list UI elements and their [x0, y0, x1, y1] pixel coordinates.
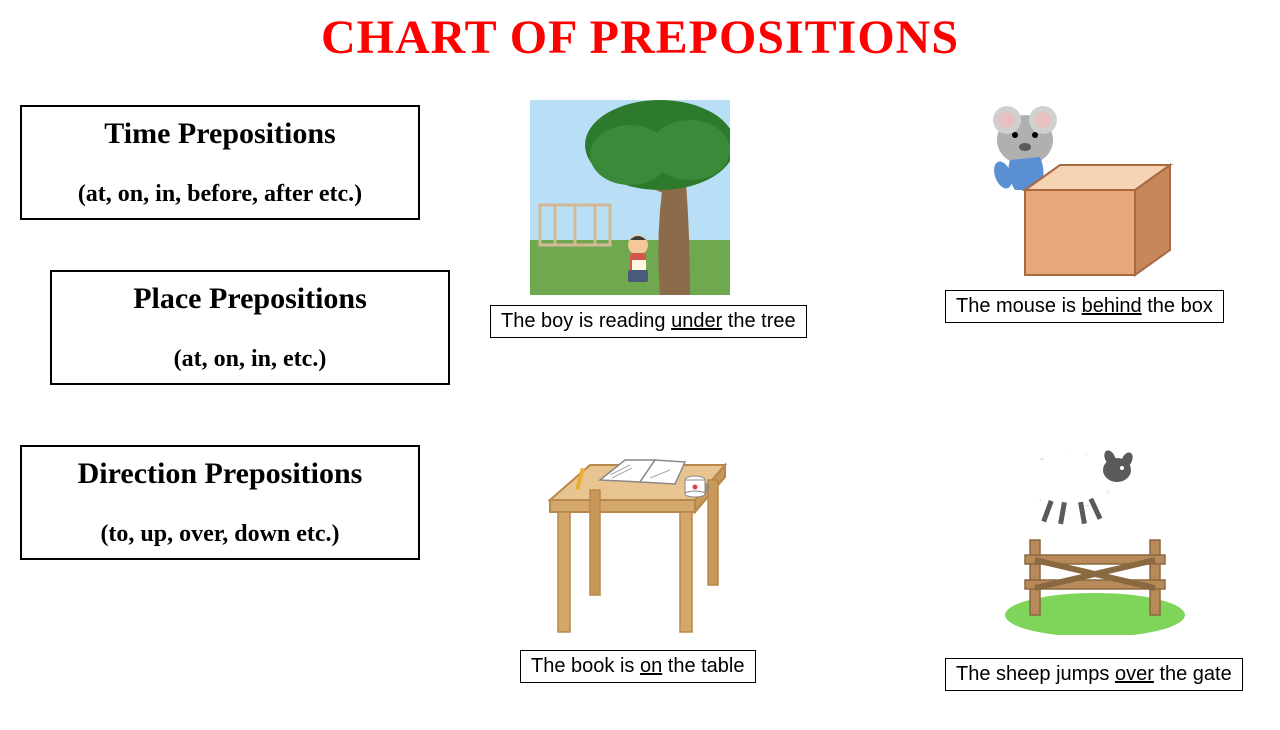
illustration-sheep-over-gate [975, 430, 1195, 635]
illustration-boy-under-tree [530, 100, 730, 295]
caption-text: the gate [1154, 663, 1232, 685]
category-box-place: Place Prepositions (at, on, in, etc.) [50, 270, 450, 385]
category-box-direction: Direction Prepositions (to, up, over, do… [20, 445, 420, 560]
category-heading-place: Place Prepositions [64, 282, 436, 316]
caption-text: The mouse is [956, 295, 1082, 317]
caption-text: the box [1142, 295, 1213, 317]
caption-preposition: under [671, 310, 722, 332]
caption-mouse-behind-box: The mouse is behind the box [945, 290, 1224, 323]
category-heading-time: Time Prepositions [34, 117, 406, 151]
illustration-mouse-behind-box [965, 95, 1175, 280]
caption-text: The sheep jumps [956, 663, 1115, 685]
caption-sheep-over-gate: The sheep jumps over the gate [945, 658, 1243, 691]
caption-preposition: behind [1082, 295, 1142, 317]
caption-text: The boy is reading [501, 310, 671, 332]
page-title: CHART OF PREPOSITIONS [0, 10, 1280, 65]
caption-boy-under-tree: The boy is reading under the tree [490, 305, 807, 338]
category-examples-place: (at, on, in, etc.) [64, 346, 436, 373]
caption-book-on-table: The book is on the table [520, 650, 756, 683]
caption-text: the tree [722, 310, 795, 332]
caption-text: The book is [531, 655, 640, 677]
category-box-time: Time Prepositions (at, on, in, before, a… [20, 105, 420, 220]
caption-preposition: over [1115, 663, 1154, 685]
category-examples-time: (at, on, in, before, after etc.) [34, 181, 406, 208]
category-examples-direction: (to, up, over, down etc.) [34, 521, 406, 548]
caption-text: the table [662, 655, 744, 677]
category-heading-direction: Direction Prepositions [34, 457, 406, 491]
illustration-book-on-table [530, 430, 735, 645]
caption-preposition: on [640, 655, 662, 677]
